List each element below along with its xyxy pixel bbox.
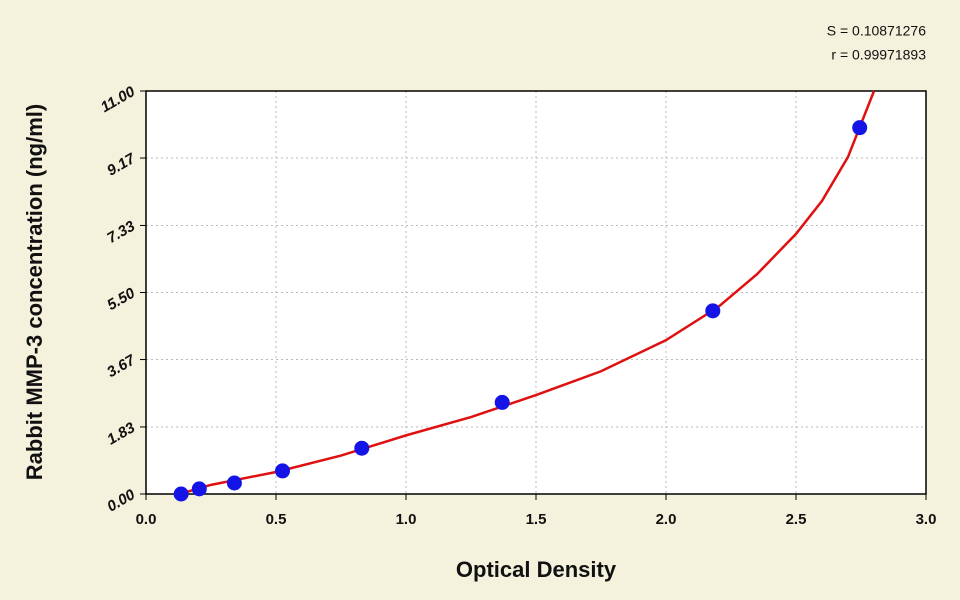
x-tick-label: 0.0	[136, 511, 157, 528]
data-point	[226, 475, 242, 491]
plot-frame	[145, 90, 927, 495]
y-tick-label: 5.50	[104, 284, 138, 314]
y-axis-label: Rabbit MMP-3 concentration (ng/ml)	[22, 104, 47, 480]
data-point	[191, 481, 207, 497]
data-point	[275, 463, 290, 479]
data-point	[354, 440, 370, 456]
x-axis-label: Optical Density	[456, 557, 617, 582]
data-point	[494, 394, 510, 410]
data-point	[173, 486, 189, 502]
x-tick-label: 1.5	[526, 511, 547, 528]
x-tick-label: 3.0	[916, 511, 937, 528]
x-tick-label: 1.0	[396, 511, 417, 528]
annotation: r = 0.99971893	[831, 47, 926, 63]
fit-curve	[179, 90, 876, 496]
y-tick-label: 9.17	[104, 150, 138, 180]
data-point	[852, 120, 868, 136]
annotation: S = 0.10871276	[827, 23, 926, 39]
y-tick-label: 0.00	[104, 486, 138, 516]
y-tick-label: 7.33	[104, 217, 138, 247]
x-tick-label: 0.5	[266, 511, 287, 528]
x-tick-label: 2.0	[656, 511, 677, 528]
y-tick-label: 11.00	[98, 83, 139, 116]
y-tick-label: 3.67	[104, 351, 138, 381]
y-tick-label: 1.83	[104, 419, 138, 449]
data-point	[705, 303, 721, 319]
x-tick-label: 2.5	[786, 511, 807, 528]
